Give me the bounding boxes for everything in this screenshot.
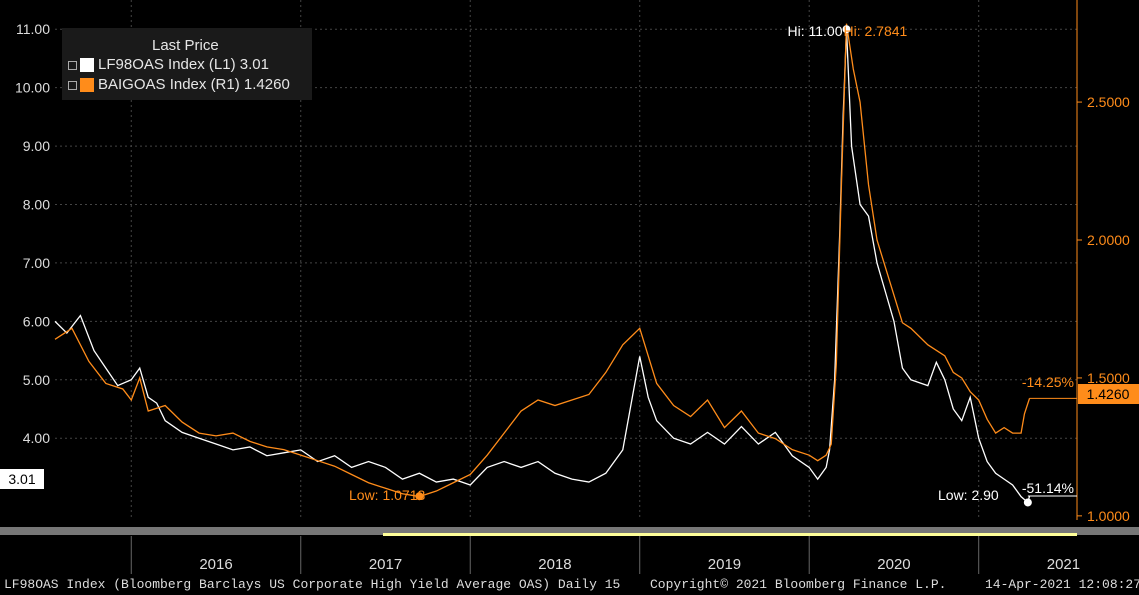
y-left-tick-label: 10.00 (15, 80, 50, 96)
series-swatch-orange (80, 78, 94, 93)
legend-row-lf98oas[interactable]: LF98OAS Index (L1) 3.01 (68, 56, 269, 74)
y-left-tick-label: 8.00 (23, 196, 50, 212)
expand-icon[interactable] (68, 60, 77, 70)
y-left-tick-label: 4.00 (23, 430, 50, 446)
legend-series-value: 3.01 (239, 56, 269, 73)
legend-row-baigoas[interactable]: BAIGOAS Index (R1) 1.4260 (68, 76, 290, 94)
legend-series-value: 1.4260 (243, 76, 290, 93)
y-left-tick-label: 5.00 (23, 372, 50, 388)
y-left-tick-label: 6.00 (23, 313, 50, 329)
hi-left-label: Hi: 11.00 (788, 23, 843, 39)
series-swatch-white (80, 58, 94, 73)
last-value-right: 1.4260 (1087, 386, 1130, 402)
legend-series-axis: (L1) (208, 56, 236, 73)
x-tick-label: 2016 (199, 556, 232, 573)
y-left-tick-label: 7.00 (23, 255, 50, 271)
x-tick-label: 2020 (877, 556, 910, 573)
pct-left-label: -51.14% (1022, 480, 1074, 496)
series-line-baigoas (54, 23, 1031, 498)
legend-series-name: BAIGOAS Index (98, 76, 207, 93)
x-axis-background (0, 536, 1139, 574)
x-tick-label: 2019 (708, 556, 741, 573)
low-left-marker (1023, 498, 1032, 507)
hi-marker (842, 25, 851, 34)
low-left-label: Low: 2.90 (938, 487, 999, 503)
last-value-tag-right (1078, 384, 1139, 404)
y-right-tick-label: 2.0000 (1087, 232, 1130, 248)
range-selector (383, 533, 1077, 536)
expand-icon[interactable] (68, 80, 77, 90)
footer-copyright: Copyright© 2021 Bloomberg Finance L.P. (650, 577, 947, 592)
axis-band (0, 527, 1139, 535)
x-tick-label: 2017 (369, 556, 402, 573)
hi-right-label: Hi: 2.7841 (844, 23, 908, 39)
series-line-lf98oas (54, 29, 1031, 504)
y-right-tick-label: 2.5000 (1087, 94, 1130, 110)
chart-canvas: 2016 2017 2018 2019 2020 2021 4.00 5.00 6.00 7.00… (0, 0, 1139, 574)
legend-series-name: LF98OAS Index (98, 56, 205, 73)
low-right-label: Low: 1.0713 (349, 487, 425, 503)
pct-right-label: -14.25% (1022, 374, 1074, 390)
x-tick-label: 2018 (538, 556, 571, 573)
footer-timestamp: 14-Apr-2021 12:08:27 (985, 577, 1139, 592)
low-right-marker (415, 492, 424, 501)
legend-series-axis: (R1) (210, 76, 240, 93)
x-tick-label: 2021 (1047, 556, 1080, 573)
y-left-tick-label: 9.00 (23, 138, 50, 154)
y-left-tick-label: 11.00 (16, 21, 50, 37)
legend-title: Last Price (152, 37, 219, 54)
legend: Last Price LF98OAS Index (L1) 3.01 BAIGO… (62, 28, 312, 100)
last-value-left: 3.01 (8, 471, 35, 487)
y-right-tick-label: 1.5000 (1087, 370, 1130, 386)
y-right-tick-label: 1.0000 (1087, 508, 1130, 524)
footer: LF98OAS Index (Bloomberg Barclays US Cor… (0, 574, 1139, 595)
last-value-tag-left (0, 469, 44, 489)
footer-source: LF98OAS Index (Bloomberg Barclays US Cor… (4, 577, 621, 592)
